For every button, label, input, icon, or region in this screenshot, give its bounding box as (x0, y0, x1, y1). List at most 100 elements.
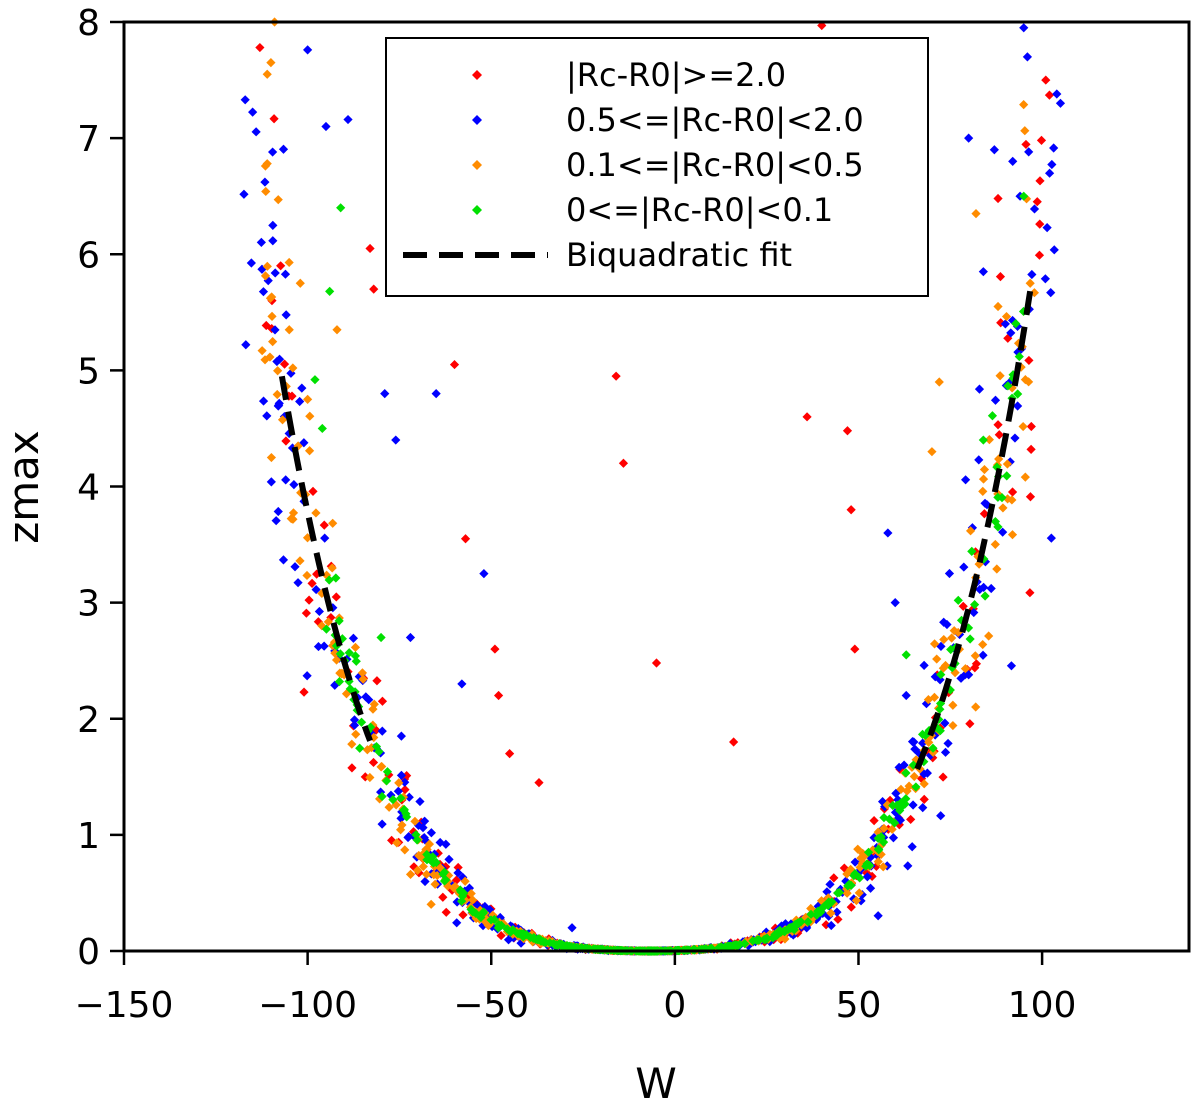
data-point (411, 830, 421, 840)
outlier-point (457, 679, 467, 689)
data-point (368, 704, 378, 714)
data-point (873, 911, 883, 921)
data-point (929, 692, 940, 702)
data-point (335, 668, 345, 678)
outlier-point (890, 598, 900, 608)
data-point (258, 396, 269, 406)
legend-entries: |Rc-R0|>=2.0 0.5<=|Rc-R0|<2.0 0.1<=|Rc-R0|… (472, 56, 864, 229)
data-point (429, 870, 439, 880)
data-point (1045, 168, 1055, 178)
data-point (939, 634, 949, 645)
data-point (980, 591, 990, 601)
data-point (400, 845, 410, 855)
outlier-point (842, 426, 853, 436)
data-point (364, 695, 374, 705)
data-point (907, 842, 917, 852)
data-point (397, 820, 407, 830)
outlier-point (460, 534, 471, 544)
data-point (1003, 381, 1013, 391)
outlier-point (273, 195, 283, 205)
data-point (1011, 319, 1021, 329)
data-point (1002, 459, 1013, 469)
data-point (908, 800, 918, 810)
data-point (919, 779, 929, 789)
data-point (874, 845, 884, 855)
data-point (427, 856, 437, 867)
data-point (879, 813, 889, 823)
data-point (262, 411, 272, 421)
data-point (278, 144, 289, 154)
data-point (992, 462, 1002, 472)
data-point (281, 436, 291, 446)
data-point (1006, 328, 1016, 338)
data-point (925, 750, 936, 761)
data-point (317, 588, 327, 599)
data-point (396, 813, 406, 823)
data-point (959, 562, 969, 572)
data-point (873, 827, 883, 837)
outlier-point (964, 133, 974, 143)
data-point (304, 446, 315, 456)
data-point (374, 747, 384, 757)
data-point (998, 503, 1008, 513)
data-point (293, 578, 303, 588)
data-point (940, 747, 951, 757)
data-point (496, 930, 506, 941)
outlier-point (1044, 90, 1055, 100)
data-point (464, 883, 475, 893)
data-point (284, 391, 294, 401)
data-point (345, 684, 355, 694)
data-point (792, 920, 802, 930)
data-point (297, 383, 307, 393)
data-point (396, 770, 407, 780)
data-point (319, 520, 329, 530)
data-point (321, 624, 332, 634)
data-point (944, 568, 955, 579)
data-point (260, 271, 271, 281)
data-point (286, 514, 296, 524)
data-point (846, 880, 856, 890)
outlier-point (380, 389, 390, 399)
data-point (974, 384, 985, 394)
data-point (901, 768, 911, 778)
data-point (979, 509, 989, 519)
outlier-point (1019, 191, 1029, 201)
data-point (471, 913, 481, 924)
data-point (987, 411, 998, 421)
y-tick-label: 7 (77, 119, 100, 160)
outlier-point (567, 923, 577, 933)
data-point (261, 186, 271, 197)
data-point (833, 914, 843, 924)
data-point (935, 726, 945, 736)
data-point (812, 910, 822, 920)
data-point (268, 147, 278, 157)
outlier-point (255, 42, 265, 53)
outlier-point (332, 325, 342, 335)
data-point (1025, 588, 1035, 598)
data-point (960, 670, 970, 680)
data-point (331, 592, 341, 602)
data-point (344, 648, 354, 658)
data-point (762, 933, 772, 944)
data-point (796, 917, 806, 927)
data-point (284, 257, 294, 268)
data-point (443, 881, 453, 891)
data-point (911, 782, 921, 792)
outlier-point (927, 447, 937, 457)
data-point (391, 800, 401, 810)
x-tick-label: −150 (75, 985, 174, 1026)
data-point (857, 890, 867, 900)
data-point (382, 767, 393, 777)
data-point (904, 781, 914, 791)
data-point (414, 850, 424, 861)
data-point (251, 127, 261, 137)
data-point (935, 675, 945, 685)
data-point (906, 814, 916, 825)
y-tick-label: 2 (77, 700, 100, 741)
data-point (347, 763, 357, 773)
data-point (993, 522, 1003, 532)
data-point (979, 554, 989, 564)
data-point (402, 771, 412, 781)
data-point (993, 420, 1003, 430)
data-point (458, 910, 468, 920)
